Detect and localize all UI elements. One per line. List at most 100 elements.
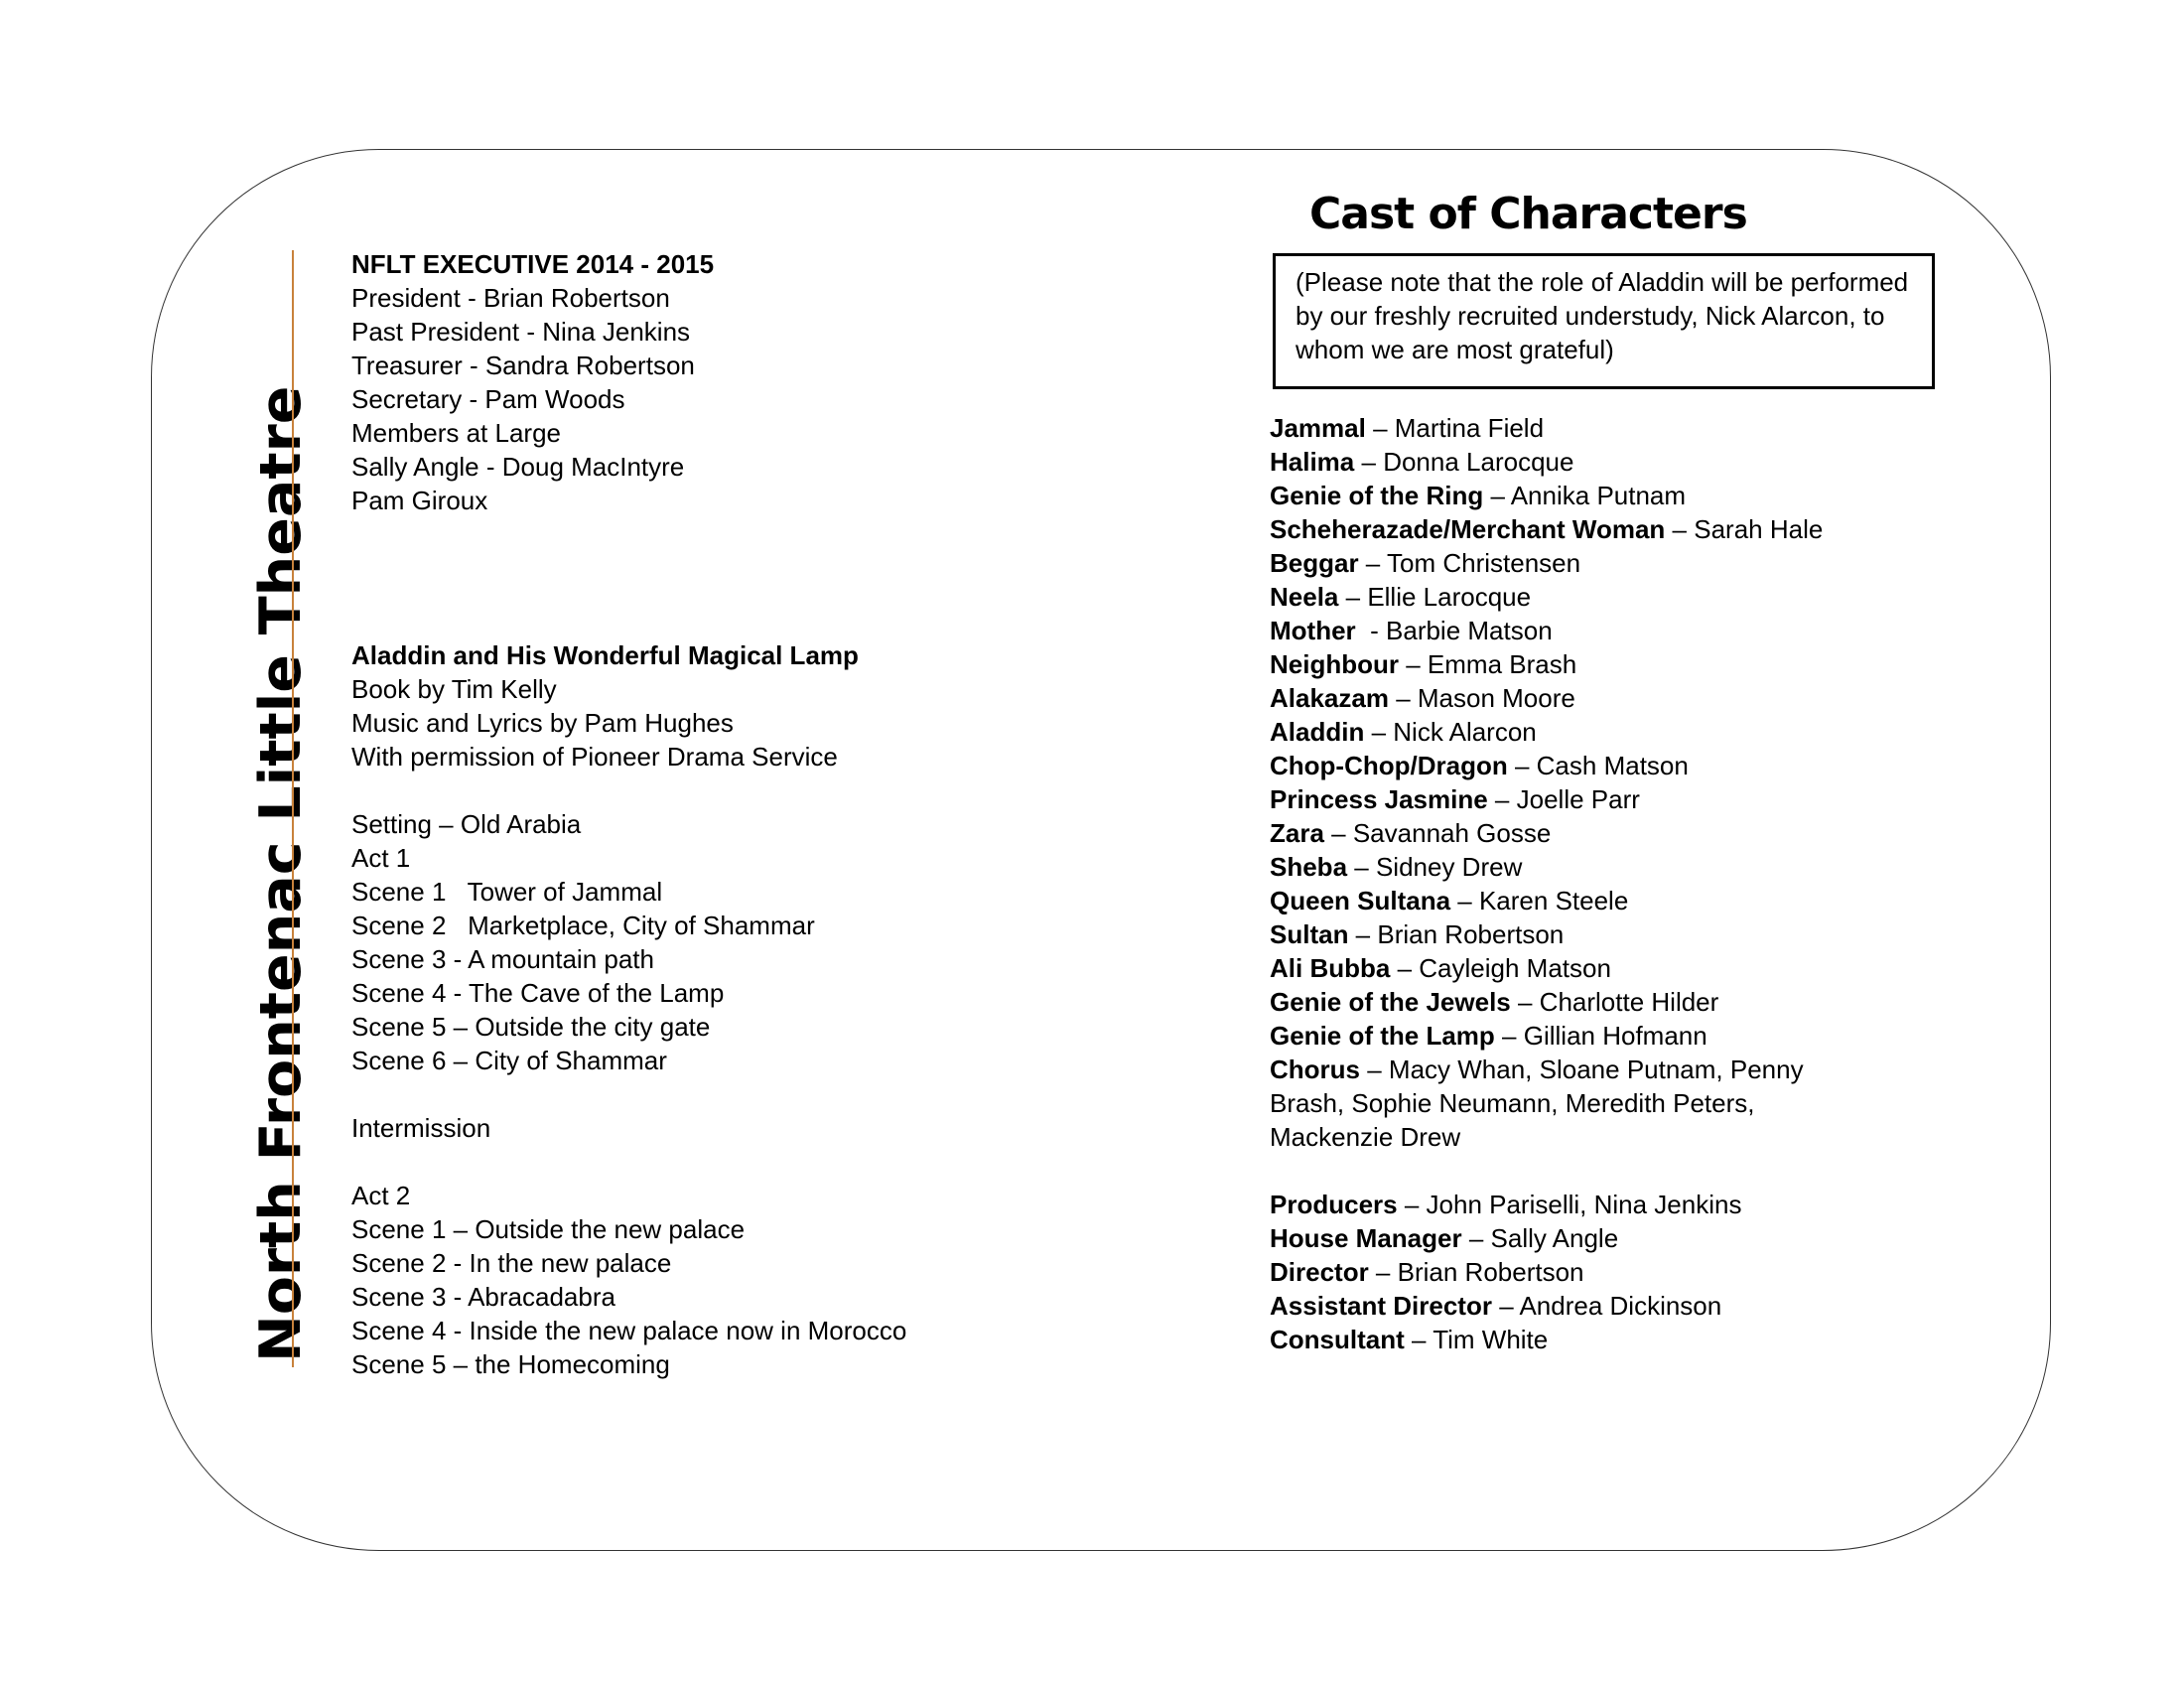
actor-name: Sidney Drew <box>1375 852 1523 882</box>
separator: – <box>1399 649 1428 679</box>
separator: – <box>1348 919 1378 949</box>
role-name: Aladdin <box>1270 717 1365 747</box>
scene-line: Scene 2 Marketplace, City of Shammar <box>351 911 815 940</box>
actor-name: Karen Steele <box>1478 886 1629 915</box>
show-section: Aladdin and His Wonderful Magical Lamp B… <box>351 638 906 1381</box>
scene-line: Scene 6 – City of Shammar <box>351 1046 667 1075</box>
scene-line: Scene 4 - The Cave of the Lamp <box>351 978 725 1008</box>
actor-name: Andrea Dickinson <box>1519 1291 1722 1321</box>
actor-name: Cayleigh Matson <box>1419 953 1611 983</box>
separator: – <box>1397 1190 1427 1219</box>
role-name: Chop-Chop/Dragon <box>1270 751 1508 780</box>
separator: – <box>1388 683 1418 713</box>
separator: – <box>1450 886 1479 915</box>
actor-name: Charlotte Hilder <box>1539 987 1719 1017</box>
cast-entry: Queen Sultana – Karen Steele <box>1270 884 1865 917</box>
cast-entry: Genie of the Ring – Annika Putnam <box>1270 479 1865 512</box>
actor-name: Brian Robertson <box>1397 1257 1584 1287</box>
role-name: Sultan <box>1270 919 1349 949</box>
role-name: Alakazam <box>1270 683 1389 713</box>
executive-section: NFLT EXECUTIVE 2014 - 2015 President - B… <box>351 247 714 517</box>
actor-name: Donna Larocque <box>1383 447 1574 477</box>
executive-heading: NFLT EXECUTIVE 2014 - 2015 <box>351 249 715 279</box>
cast-entry: Princess Jasmine – Joelle Parr <box>1270 782 1865 816</box>
separator: – <box>1364 717 1394 747</box>
crew-entry: Consultant – Tim White <box>1270 1323 1865 1356</box>
separator: – <box>1365 413 1395 443</box>
actor-name: Mason Moore <box>1417 683 1575 713</box>
separator: – <box>1323 818 1353 848</box>
actor-name: Barbie Matson <box>1386 616 1553 645</box>
cast-entry: Ali Bubba – Cayleigh Matson <box>1270 951 1865 985</box>
role-name: Jammal <box>1270 413 1366 443</box>
cast-entry: Chop-Chop/Dragon – Cash Matson <box>1270 749 1865 782</box>
role-name: House Manager <box>1270 1223 1462 1253</box>
separator: – <box>1338 582 1368 612</box>
separator: – <box>1665 514 1695 544</box>
role-name: Genie of the Ring <box>1270 481 1484 510</box>
role-name: Ali Bubba <box>1270 953 1391 983</box>
understudy-note: (Please note that the role of Aladdin wi… <box>1273 253 1935 389</box>
separator: – <box>1347 852 1376 882</box>
crew-entry: Producers – John Pariselli, Nina Jenkins <box>1270 1188 1865 1221</box>
separator: – <box>1494 1021 1524 1051</box>
separator: – <box>1461 1223 1491 1253</box>
crew-entry: House Manager – Sally Angle <box>1270 1221 1865 1255</box>
intermission: Intermission <box>351 1113 491 1143</box>
actor-name: Annika Putnam <box>1510 481 1687 510</box>
scene-line: Scene 1 – Outside the new palace <box>351 1214 746 1244</box>
scene-line: Scene 5 – Outside the city gate <box>351 1012 711 1042</box>
scene-line: Scene 3 - A mountain path <box>351 944 654 974</box>
executive-line: Members at Large <box>351 418 561 448</box>
cast-entry: Chorus – Macy Whan, Sloane Putnam, Penny… <box>1270 1053 1865 1154</box>
role-name: Mother <box>1270 616 1356 645</box>
separator: – <box>1360 1055 1389 1084</box>
credit-line: Book by Tim Kelly <box>351 674 557 704</box>
separator: - <box>1355 616 1387 645</box>
role-name: Halima <box>1270 447 1355 477</box>
show-title: Aladdin and His Wonderful Magical Lamp <box>351 640 859 670</box>
actor-name: Sarah Hale <box>1694 514 1824 544</box>
separator: – <box>1510 987 1540 1017</box>
executive-line: Secretary - Pam Woods <box>351 384 625 414</box>
cast-entry: Neela – Ellie Larocque <box>1270 580 1865 614</box>
actor-name: Cash Matson <box>1536 751 1689 780</box>
cast-entry: Neighbour – Emma Brash <box>1270 647 1865 681</box>
cast-entry: Sultan – Brian Robertson <box>1270 917 1865 951</box>
actor-name: Macy Whan, Sloane Putnam, Penny Brash, S… <box>1270 1055 1804 1152</box>
cast-entry: Zara – Savannah Gosse <box>1270 816 1865 850</box>
role-name: Chorus <box>1270 1055 1360 1084</box>
separator: – <box>1358 548 1388 578</box>
rounded-border-frame <box>151 149 2051 1551</box>
role-name: Neela <box>1270 582 1339 612</box>
cast-entry: Halima – Donna Larocque <box>1270 445 1865 479</box>
scene-line: Scene 3 - Abracadabra <box>351 1282 615 1312</box>
cast-entry: Genie of the Lamp – Gillian Hofmann <box>1270 1019 1865 1053</box>
cast-entry: Alakazam – Mason Moore <box>1270 681 1865 715</box>
role-name: Producers <box>1270 1190 1398 1219</box>
actor-name: Brian Robertson <box>1377 919 1565 949</box>
role-name: Zara <box>1270 818 1324 848</box>
role-name: Scheherazade/Merchant Woman <box>1270 514 1666 544</box>
executive-line: Past President - Nina Jenkins <box>351 317 691 347</box>
role-name: Sheba <box>1270 852 1348 882</box>
executive-line: President - Brian Robertson <box>351 283 670 313</box>
cast-entry: Beggar – Tom Christensen <box>1270 546 1865 580</box>
cast-entry: Mother - Barbie Matson <box>1270 614 1865 647</box>
actor-name: Tim White <box>1433 1325 1549 1354</box>
executive-line: Treasurer - Sandra Robertson <box>351 351 695 380</box>
executive-line: Sally Angle - Doug MacIntyre <box>351 452 685 482</box>
setting: Setting – Old Arabia <box>351 809 582 839</box>
cast-list: Jammal – Martina Field Halima – Donna Lar… <box>1270 411 1865 1356</box>
act2-label: Act 2 <box>351 1181 411 1210</box>
executive-line: Pam Giroux <box>351 486 488 515</box>
role-name: Queen Sultana <box>1270 886 1451 915</box>
role-name: Genie of the Jewels <box>1270 987 1511 1017</box>
role-name: Assistant Director <box>1270 1291 1492 1321</box>
separator: – <box>1354 447 1384 477</box>
role-name: Beggar <box>1270 548 1359 578</box>
cast-entry: Sheba – Sidney Drew <box>1270 850 1865 884</box>
separator: – <box>1507 751 1537 780</box>
separator: – <box>1483 481 1511 510</box>
actor-name: Emma Brash <box>1427 649 1577 679</box>
